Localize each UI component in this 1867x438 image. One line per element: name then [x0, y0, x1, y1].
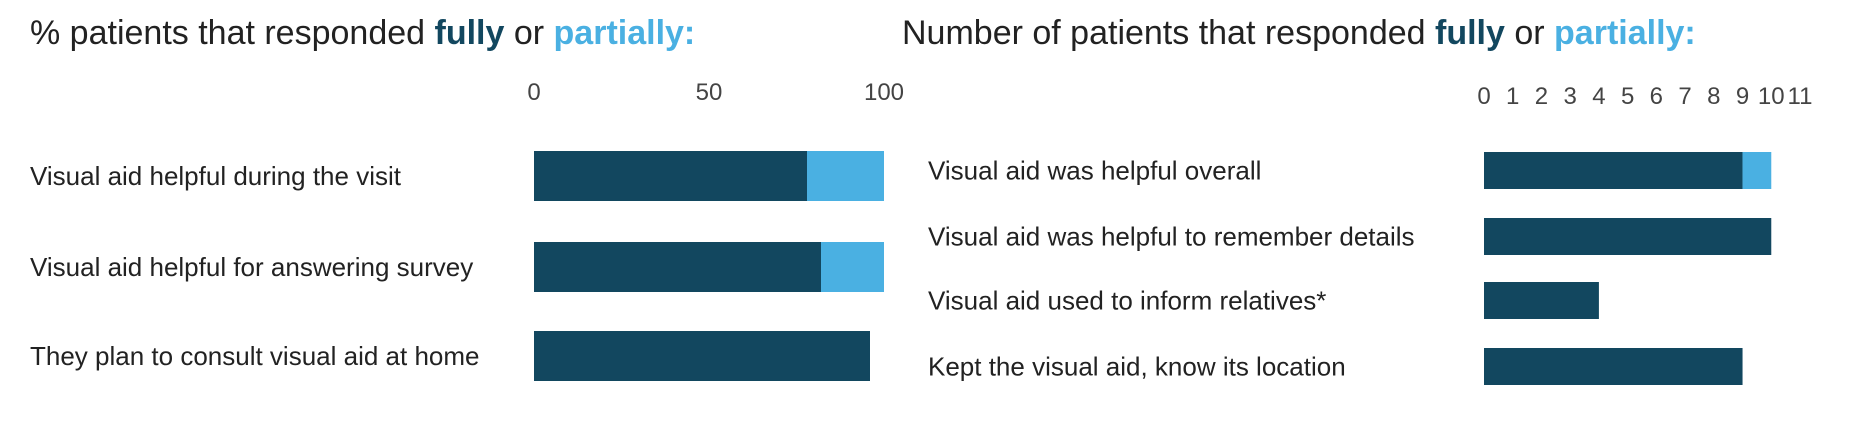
left-chart-svg: 0 50 100 Visual aid helpful during the visi… — [30, 79, 904, 381]
right-x-tick-label: 8 — [1707, 83, 1720, 110]
right-category-label: Visual aid was helpful overall — [928, 156, 1261, 186]
left-category-label: They plan to consult visual aid at home — [30, 341, 479, 371]
right-bar-fully — [1484, 152, 1743, 189]
right-category-label: Kept the visual aid, know its location — [928, 352, 1346, 382]
right-category-label: Visual aid was helpful to remember detai… — [928, 222, 1415, 252]
right-title-middle: or — [1504, 14, 1555, 52]
right-bar-partially — [1742, 152, 1772, 189]
right-x-tick-label: 1 — [1506, 83, 1519, 110]
left-title-middle: or — [504, 14, 554, 52]
left-chart-title: % patients that responded fully or parti… — [30, 14, 695, 53]
left-title-fully: fully — [434, 14, 505, 52]
right-x-tick-label: 0 — [1477, 83, 1490, 110]
right-x-tick-label: 10 — [1758, 83, 1785, 110]
right-x-tick-label: 4 — [1592, 83, 1605, 110]
right-x-tick-label: 3 — [1564, 83, 1577, 110]
right-bar-fully — [1484, 348, 1743, 385]
left-chart-panel: % patients that responded fully or parti… — [0, 0, 904, 438]
right-bar-fully — [1484, 218, 1772, 255]
right-bar-fully — [1484, 282, 1599, 319]
left-category-label: Visual aid helpful during the visit — [30, 161, 402, 191]
left-bar-fully — [534, 151, 807, 201]
right-x-tick-label: 7 — [1678, 83, 1691, 110]
left-x-tick-label: 50 — [696, 79, 723, 106]
left-bar-fully — [534, 242, 821, 292]
left-bar-partially — [807, 151, 884, 201]
left-bar-fully — [534, 331, 870, 381]
left-category-label: Visual aid helpful for answering survey — [30, 252, 473, 282]
right-x-tick-label: 9 — [1736, 83, 1749, 110]
right-title-prefix: Number of patients that responded — [902, 14, 1435, 52]
left-bar-partially — [821, 242, 884, 292]
right-x-tick-label: 2 — [1535, 83, 1548, 110]
right-chart-title: Number of patients that responded fully … — [902, 14, 1696, 53]
right-chart-svg: 0 1 2 3 4 5 6 7 8 9 10 11 Visual aid was helpful ove… — [928, 83, 1813, 385]
right-x-tick-label: 5 — [1621, 83, 1634, 110]
left-x-tick-label: 100 — [864, 79, 904, 106]
right-x-tick-label: 11 — [1788, 83, 1813, 110]
left-x-tick-label: 0 — [527, 79, 540, 106]
left-title-prefix: % patients that responded — [30, 14, 435, 52]
right-title-fully: fully — [1435, 14, 1505, 52]
right-title-partially: partially: — [1554, 14, 1696, 52]
right-chart-panel: Number of patients that responded fully … — [900, 0, 1867, 438]
right-category-label: Visual aid used to inform relatives* — [928, 286, 1326, 316]
right-x-tick-label: 6 — [1650, 83, 1663, 110]
left-title-partially: partially: — [553, 14, 696, 52]
